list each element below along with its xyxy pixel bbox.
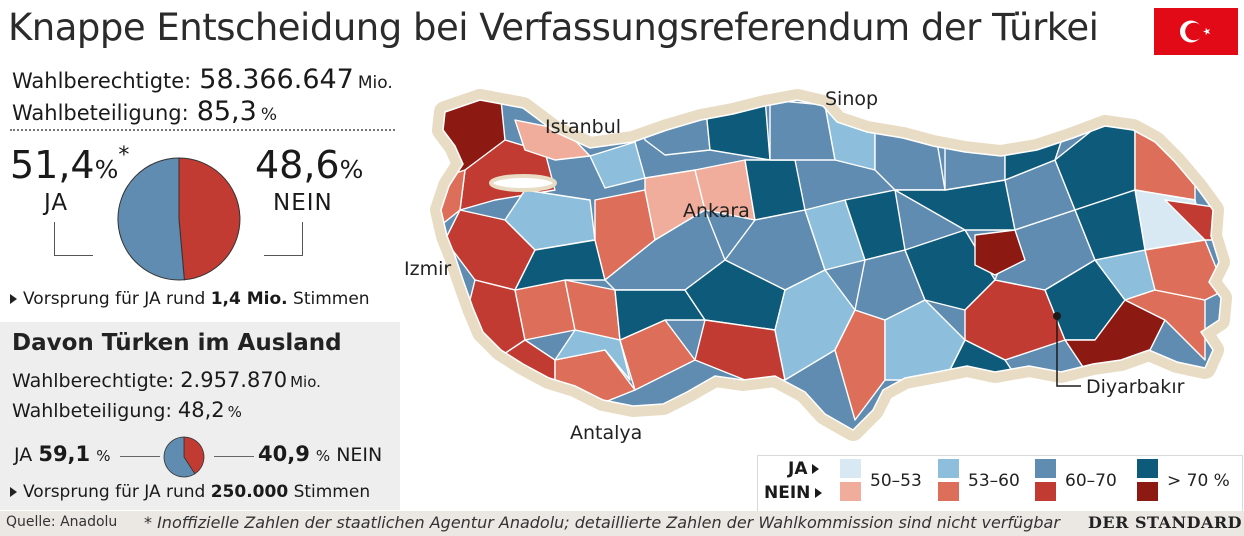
arrow-right-icon (815, 488, 823, 498)
divider (10, 129, 395, 131)
city-label-ankara: Ankara (683, 200, 750, 222)
footnote: * Inoffizielle Zahlen der staatlichen Ag… (144, 513, 1060, 532)
no-percentage: 48,6% (255, 143, 363, 187)
turnout-unit: % (260, 105, 277, 125)
turkey-flag-icon (1154, 8, 1238, 55)
city-label-izmir: Izmir (404, 258, 452, 280)
turnout-label: Wahlbeteiligung: (12, 101, 189, 125)
footer-bar (0, 511, 1244, 536)
legend-range-2: 53–60 (968, 471, 1020, 491)
eligible-unit: Mio. (357, 73, 393, 93)
pie-slice-no (178, 157, 241, 281)
abroad-title: Davon Türken im Ausland (12, 330, 342, 356)
legend-nein-label: NEIN (764, 483, 823, 503)
marmara-sea (489, 174, 557, 192)
city-label-istanbul: Istanbul (545, 116, 622, 138)
legend-nein-text: NEIN (764, 483, 811, 503)
yes-label: JA (44, 190, 69, 216)
arrow-right-icon (10, 487, 17, 497)
abroad-pie-slice-yes (163, 436, 196, 478)
legend-ja-label: JA (788, 459, 820, 479)
abroad-turnout-value: 48,2 (177, 398, 225, 422)
city-label-antalya: Antalya (570, 422, 643, 444)
pie-slice-yes (117, 157, 185, 281)
city-label-sinop: Sinop (825, 88, 879, 110)
legend-range-4: > 70 % (1167, 471, 1230, 491)
lead-note: Vorsprung für JA rund 1,4 Mio. Stimmen (10, 289, 370, 309)
abroad-turnout-label: Wahlbeteiligung: (12, 400, 172, 422)
page-title: Knappe Entscheidung bei Verfassungsrefer… (8, 6, 1099, 49)
city-label-diyarbakir: Diyarbakır (1086, 376, 1185, 398)
abroad-lead-note: Vorsprung für JA rund 250.000 Stimmen (10, 482, 370, 502)
abroad-pie-chart (163, 436, 205, 478)
yes-bracket (54, 222, 93, 256)
abroad-lead-suffix: Stimmen (293, 482, 371, 502)
abroad-eligible: Wahlberechtigte: 2.957.870 Mio. (12, 368, 321, 392)
legend-swatch-nein-50-53 (840, 482, 861, 501)
abroad-yes-value: 59,1 (38, 442, 91, 466)
arrow-right-icon (10, 294, 17, 304)
abroad-yes-unit: % (96, 447, 111, 465)
legend-swatch-nein-53-60 (938, 482, 959, 501)
legend-swatch-nein-over-70 (1137, 482, 1158, 501)
yes-pct-value: 51,4 (10, 143, 95, 187)
abroad-eligible-unit: Mio. (290, 373, 321, 391)
turkey-map (405, 60, 1235, 480)
country-outline (440, 99, 1222, 431)
abroad-no: 40,9 % NEIN (258, 442, 382, 466)
no-pct-unit: % (339, 155, 364, 184)
abroad-no-unit: % (315, 447, 331, 465)
eligible-value: 58.366.647 (199, 64, 354, 95)
abroad-no-label: NEIN (336, 444, 383, 466)
brand-logo: DER STANDARD (1088, 513, 1243, 532)
legend-swatch-ja-60-70 (1035, 459, 1056, 478)
legend-range-3: 60–70 (1065, 471, 1117, 491)
abroad-no-line (214, 456, 254, 457)
legend-swatch-ja-50-53 (840, 459, 861, 478)
no-pct-value: 48,6 (255, 143, 340, 187)
abroad-yes-label: JA (14, 444, 33, 466)
asterisk: * (118, 143, 130, 168)
legend-swatch-ja-53-60 (938, 459, 959, 478)
eligible-voters: Wahlberechtigte: 58.366.647 Mio. (12, 64, 393, 95)
yes-percentage: 51,4%* (10, 143, 129, 187)
abroad-turnout-unit: % (227, 403, 242, 421)
abroad-yes: JA 59,1 % (14, 442, 110, 466)
lead-value: 1,4 Mio. (210, 289, 288, 309)
legend-ja-text: JA (788, 459, 808, 479)
legend-swatch-ja-over-70 (1137, 459, 1158, 478)
abroad-yes-line (120, 456, 160, 457)
abroad-eligible-label: Wahlberechtigte: (12, 370, 175, 392)
legend-range-1: 50–53 (870, 471, 922, 491)
turnout: Wahlbeteiligung: 85,3% (12, 96, 277, 127)
abroad-eligible-value: 2.957.870 (180, 368, 288, 392)
eligible-label: Wahlberechtigte: (12, 69, 192, 93)
abroad-panel (0, 322, 400, 510)
no-bracket (264, 222, 303, 256)
arrow-right-icon (812, 464, 820, 474)
abroad-lead-value: 250.000 (210, 482, 289, 502)
abroad-lead-prefix: Vorsprung für JA rund (23, 482, 206, 502)
yes-pct-unit: % (94, 155, 119, 184)
abroad-no-value: 40,9 (258, 442, 310, 466)
source-note: Quelle: Anadolu (6, 514, 118, 530)
diyarbakir-leader-line (1056, 316, 1081, 387)
lead-prefix: Vorsprung für JA rund (23, 289, 206, 309)
legend-swatch-nein-60-70 (1035, 482, 1056, 501)
lead-suffix: Stimmen (293, 289, 370, 309)
abroad-turnout: Wahlbeteiligung: 48,2% (12, 398, 242, 422)
no-label: NEIN (273, 190, 333, 216)
total-pie-chart (117, 157, 241, 281)
turnout-value: 85,3 (196, 96, 257, 127)
